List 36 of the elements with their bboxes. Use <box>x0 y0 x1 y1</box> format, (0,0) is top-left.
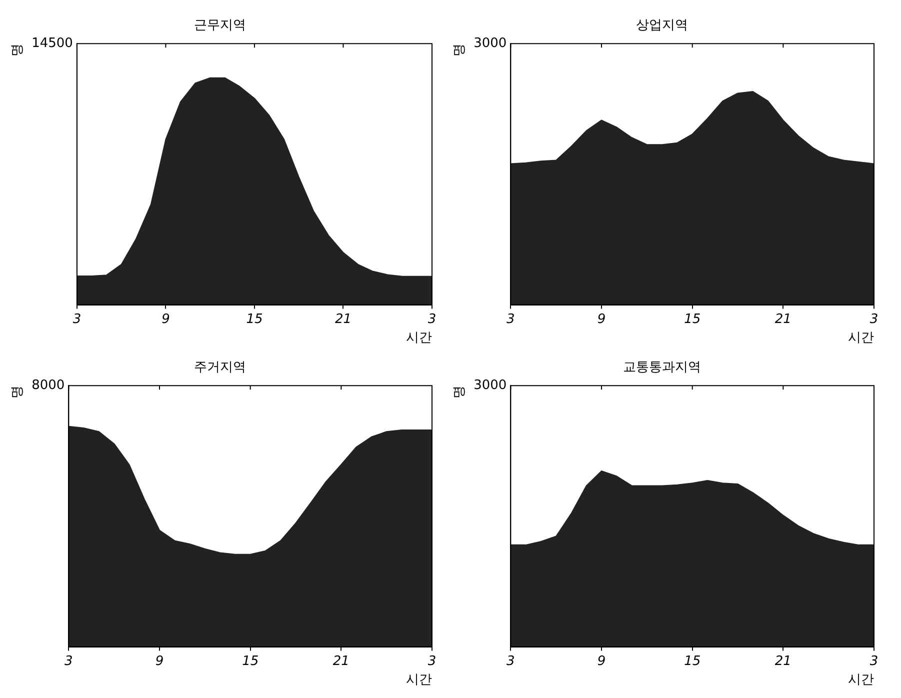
x-tick-label: 3 <box>506 654 515 669</box>
x-tick-label: 3 <box>506 312 515 327</box>
x-axis-title: 시간 <box>406 672 432 688</box>
y-axis-title: 명 <box>452 386 468 399</box>
y-tick-label: 3000 <box>474 378 507 393</box>
y-axis-title: 명 <box>10 44 26 57</box>
x-axis-title: 시간 <box>848 672 874 688</box>
x-axis-title: 시간 <box>406 330 432 346</box>
x-tick-label: 9 <box>597 654 606 669</box>
x-tick-label: 21 <box>774 312 792 327</box>
x-tick-label: 15 <box>684 312 701 327</box>
y-tick-label: 14500 <box>32 36 73 51</box>
chart-title: 근무지역 <box>194 18 246 34</box>
x-tick-label: 9 <box>597 312 606 327</box>
x-tick-label: 21 <box>334 312 352 327</box>
x-tick-label: 3 <box>428 654 436 669</box>
x-tick-label: 3 <box>64 654 73 669</box>
x-tick-label: 3 <box>428 312 436 327</box>
y-axis-title: 명 <box>10 386 26 399</box>
chart-title: 교통통과지역 <box>623 360 701 376</box>
x-tick-label: 15 <box>246 312 263 327</box>
x-tick-label: 9 <box>162 312 170 327</box>
x-tick-label: 3 <box>870 312 878 327</box>
chart-title: 주거지역 <box>194 360 246 376</box>
x-tick-label: 21 <box>332 654 350 669</box>
x-axis-title: 시간 <box>848 330 874 346</box>
x-tick-label: 9 <box>155 654 164 669</box>
x-tick-label: 15 <box>242 654 259 669</box>
x-tick-label: 3 <box>870 654 878 669</box>
x-tick-label: 21 <box>774 654 792 669</box>
x-tick-label: 3 <box>72 312 82 327</box>
chart-title: 상업지역 <box>636 18 688 34</box>
y-tick-label: 3000 <box>474 36 507 51</box>
y-axis-title: 명 <box>452 44 468 57</box>
x-tick-label: 15 <box>684 654 701 669</box>
y-tick-label: 8000 <box>32 378 65 393</box>
